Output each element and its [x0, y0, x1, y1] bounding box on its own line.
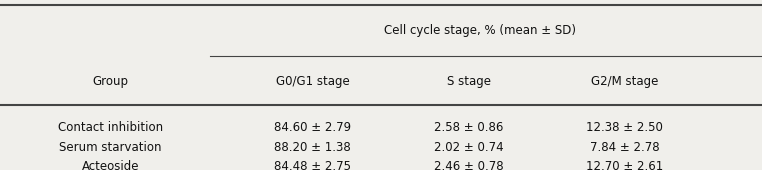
Text: 12.70 ± 2.61: 12.70 ± 2.61 [586, 160, 664, 170]
Text: S stage: S stage [447, 75, 491, 88]
Text: Group: Group [92, 75, 129, 88]
Text: G2/M stage: G2/M stage [591, 75, 658, 88]
Text: 84.60 ± 2.79: 84.60 ± 2.79 [274, 121, 351, 134]
Text: 88.20 ± 1.38: 88.20 ± 1.38 [274, 141, 351, 154]
Text: Serum starvation: Serum starvation [59, 141, 162, 154]
Text: 12.38 ± 2.50: 12.38 ± 2.50 [587, 121, 663, 134]
Text: 7.84 ± 2.78: 7.84 ± 2.78 [590, 141, 660, 154]
Text: Contact inhibition: Contact inhibition [58, 121, 163, 134]
Text: 2.02 ± 0.74: 2.02 ± 0.74 [434, 141, 504, 154]
Text: Acteoside: Acteoside [82, 160, 139, 170]
Text: 84.48 ± 2.75: 84.48 ± 2.75 [274, 160, 351, 170]
Text: G0/G1 stage: G0/G1 stage [276, 75, 349, 88]
Text: 2.58 ± 0.86: 2.58 ± 0.86 [434, 121, 504, 134]
Text: Cell cycle stage, % (mean ± SD): Cell cycle stage, % (mean ± SD) [384, 24, 576, 37]
Text: 2.46 ± 0.78: 2.46 ± 0.78 [434, 160, 504, 170]
